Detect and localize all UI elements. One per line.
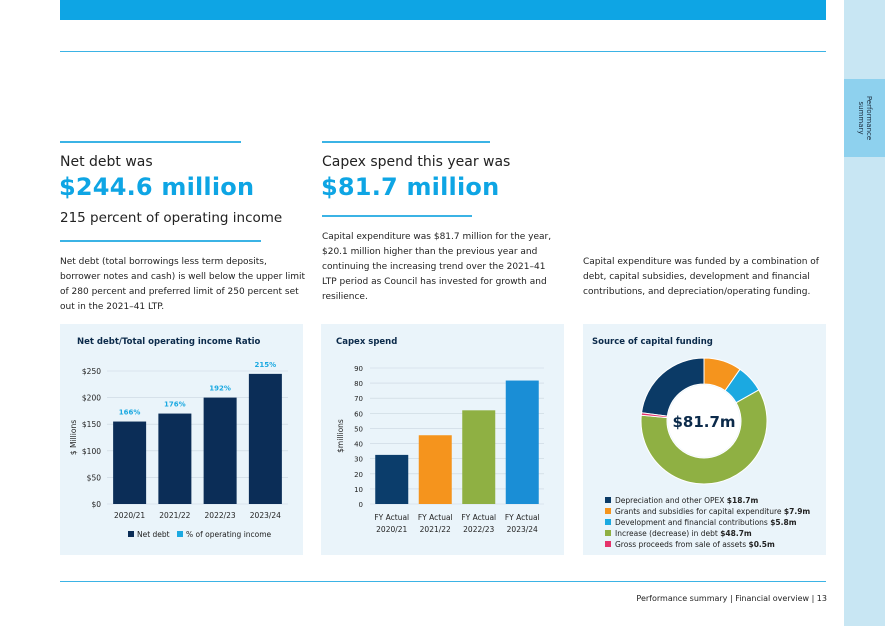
- legend-value: $7.9m: [783, 507, 811, 516]
- y-tick-label: 90: [354, 365, 363, 373]
- bar: [113, 421, 147, 504]
- y-tick-label: $100: [82, 447, 101, 456]
- top-banner: [60, 0, 826, 20]
- top-divider: [60, 51, 826, 52]
- bar: [248, 373, 282, 504]
- net-debt-amount: $244.6 million: [59, 173, 255, 201]
- y-tick-label: 20: [354, 471, 363, 479]
- x-tick-label-line1: FY Actual: [418, 513, 453, 522]
- data-label: 215%: [255, 361, 277, 369]
- legend-swatch-percent: [177, 531, 183, 537]
- bar: [418, 435, 452, 504]
- legend-item: Development and financial contributions …: [605, 518, 797, 527]
- y-tick-label: 30: [354, 456, 363, 464]
- legend-label: Increase (decrease) in debt: [615, 529, 721, 538]
- legend-label: Gross proceeds from sale of assets: [615, 540, 749, 549]
- bar: [158, 413, 192, 504]
- capex-chart: 0 10 20 30 40 50 60 70 80 90 $millions FY Actual 202…: [336, 365, 544, 534]
- bar: [505, 380, 539, 504]
- legend-swatch: [605, 508, 611, 514]
- legend-item: Increase (decrease) in debt $48.7m: [605, 529, 752, 538]
- legend-swatch: [605, 519, 611, 525]
- x-tick-label-line1: FY Actual: [505, 513, 540, 522]
- funding-chart-title: Source of capital funding: [592, 337, 713, 347]
- y-tick-label: 50: [354, 425, 363, 433]
- net-debt-paragraph: Net debt (total borrowings less term dep…: [60, 257, 306, 312]
- capex-heading: Capex spend this year was: [322, 154, 511, 170]
- legend-label-net-debt: Net debt: [137, 530, 170, 539]
- y-tick-label: $200: [82, 394, 101, 403]
- funding-donut-chart: $81.7m: [640, 357, 768, 485]
- legend-value: $48.7m: [720, 529, 752, 538]
- y-tick-label: 70: [354, 395, 363, 403]
- legend-label-percent: % of operating income: [186, 530, 272, 539]
- legend-value: $0.5m: [748, 540, 775, 549]
- net-debt-chart-title: Net debt/Total operating income Ratio: [77, 337, 261, 347]
- y-tick-label: 40: [354, 441, 363, 449]
- legend-item: Gross proceeds from sale of assets $0.5m: [605, 540, 775, 549]
- x-tick-label-line2: 2020/21: [376, 525, 407, 534]
- capex-amount: $81.7 million: [321, 173, 500, 201]
- legend-swatch: [605, 530, 611, 536]
- donut-slice: [640, 412, 668, 419]
- donut-center-label: $81.7m: [672, 413, 735, 431]
- x-tick-label-line2: 2023/24: [507, 525, 538, 534]
- funding-paragraph: Capital expenditure was funded by a comb…: [583, 257, 819, 297]
- x-tick-label-line2: 2021/22: [420, 525, 451, 534]
- x-tick-label-line1: FY Actual: [374, 513, 409, 522]
- data-label: 192%: [209, 385, 231, 393]
- capex-chart-panel: Capex spend 0 10 20 30 40 50 60 70 80 90 $millions…: [321, 324, 564, 555]
- bar: [462, 410, 496, 504]
- legend-swatch-net-debt: [128, 531, 134, 537]
- y-tick-label: $250: [82, 367, 101, 376]
- legend-swatch: [605, 497, 611, 503]
- capex-chart-title: Capex spend: [336, 337, 398, 347]
- x-tick-label: 2023/24: [250, 511, 281, 520]
- legend-label: Development and financial contributions: [615, 518, 771, 527]
- data-label: 176%: [164, 401, 186, 409]
- net-debt-chart-panel: Net debt/Total operating income Ratio $0…: [60, 324, 303, 555]
- net-debt-accent-bottom: [60, 240, 261, 242]
- legend-item: Depreciation and other OPEX $18.7m: [605, 496, 758, 505]
- donut-hole: [668, 385, 740, 457]
- sidebar-tab-label: Performance summary: [856, 95, 873, 141]
- funding-chart-panel: Source of capital funding $81.7m Depreci…: [583, 324, 826, 555]
- x-tick-label: 2022/23: [205, 511, 236, 520]
- bar: [203, 397, 237, 504]
- data-label: 166%: [119, 409, 141, 417]
- x-tick-label: 2021/22: [159, 511, 190, 520]
- capex-accent-bottom: [322, 215, 472, 217]
- legend-label: Grants and subsidies for capital expendi…: [615, 507, 784, 516]
- y-tick-label: 60: [354, 410, 363, 418]
- net-debt-heading: Net debt was: [60, 154, 153, 170]
- legend-value: $5.8m: [770, 518, 797, 527]
- x-tick-label: 2020/21: [114, 511, 145, 520]
- x-tick-label-line2: 2022/23: [463, 525, 494, 534]
- y-tick-label: $50: [87, 473, 102, 482]
- page-footer: Performance summary | Financial overview…: [636, 594, 827, 603]
- capex-accent-top: [322, 141, 490, 143]
- y-tick-label: 0: [359, 501, 363, 509]
- legend-value: $18.7m: [726, 496, 759, 505]
- capex-paragraph: Capital expenditure was $81.7 million fo…: [322, 232, 552, 302]
- donut-slice: [640, 389, 768, 485]
- net-debt-chart: $0 $50 $100 $150 $200 $250 $ Millions 166% 2020/…: [69, 361, 288, 539]
- y-axis-label: $ Millions: [69, 420, 78, 455]
- net-debt-subheading: 215 percent of operating income: [60, 210, 283, 226]
- legend-label: Depreciation and other OPEX: [615, 496, 727, 505]
- x-tick-label-line1: FY Actual: [461, 513, 496, 522]
- y-tick-label: $150: [82, 420, 101, 429]
- y-axis-label: $millions: [336, 419, 345, 453]
- net-debt-accent-top: [60, 141, 241, 143]
- bottom-divider: [60, 581, 826, 582]
- y-tick-label: $0: [91, 500, 101, 509]
- legend-swatch: [605, 541, 611, 547]
- y-tick-label: 10: [354, 486, 363, 494]
- bar: [375, 454, 409, 504]
- y-tick-label: 80: [354, 380, 363, 388]
- sidebar-tab-performance-summary[interactable]: Performance summary: [844, 79, 885, 157]
- legend-item: Grants and subsidies for capital expendi…: [605, 507, 810, 516]
